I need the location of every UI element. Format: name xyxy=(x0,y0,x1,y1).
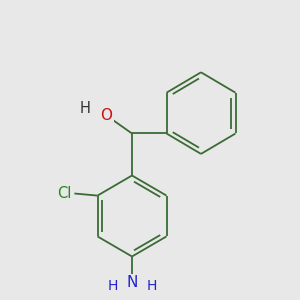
Text: Cl: Cl xyxy=(57,186,72,201)
Text: H: H xyxy=(107,280,118,293)
Text: H: H xyxy=(80,101,91,116)
Text: N: N xyxy=(126,275,138,290)
Text: H: H xyxy=(146,280,157,293)
Text: O: O xyxy=(100,108,112,123)
